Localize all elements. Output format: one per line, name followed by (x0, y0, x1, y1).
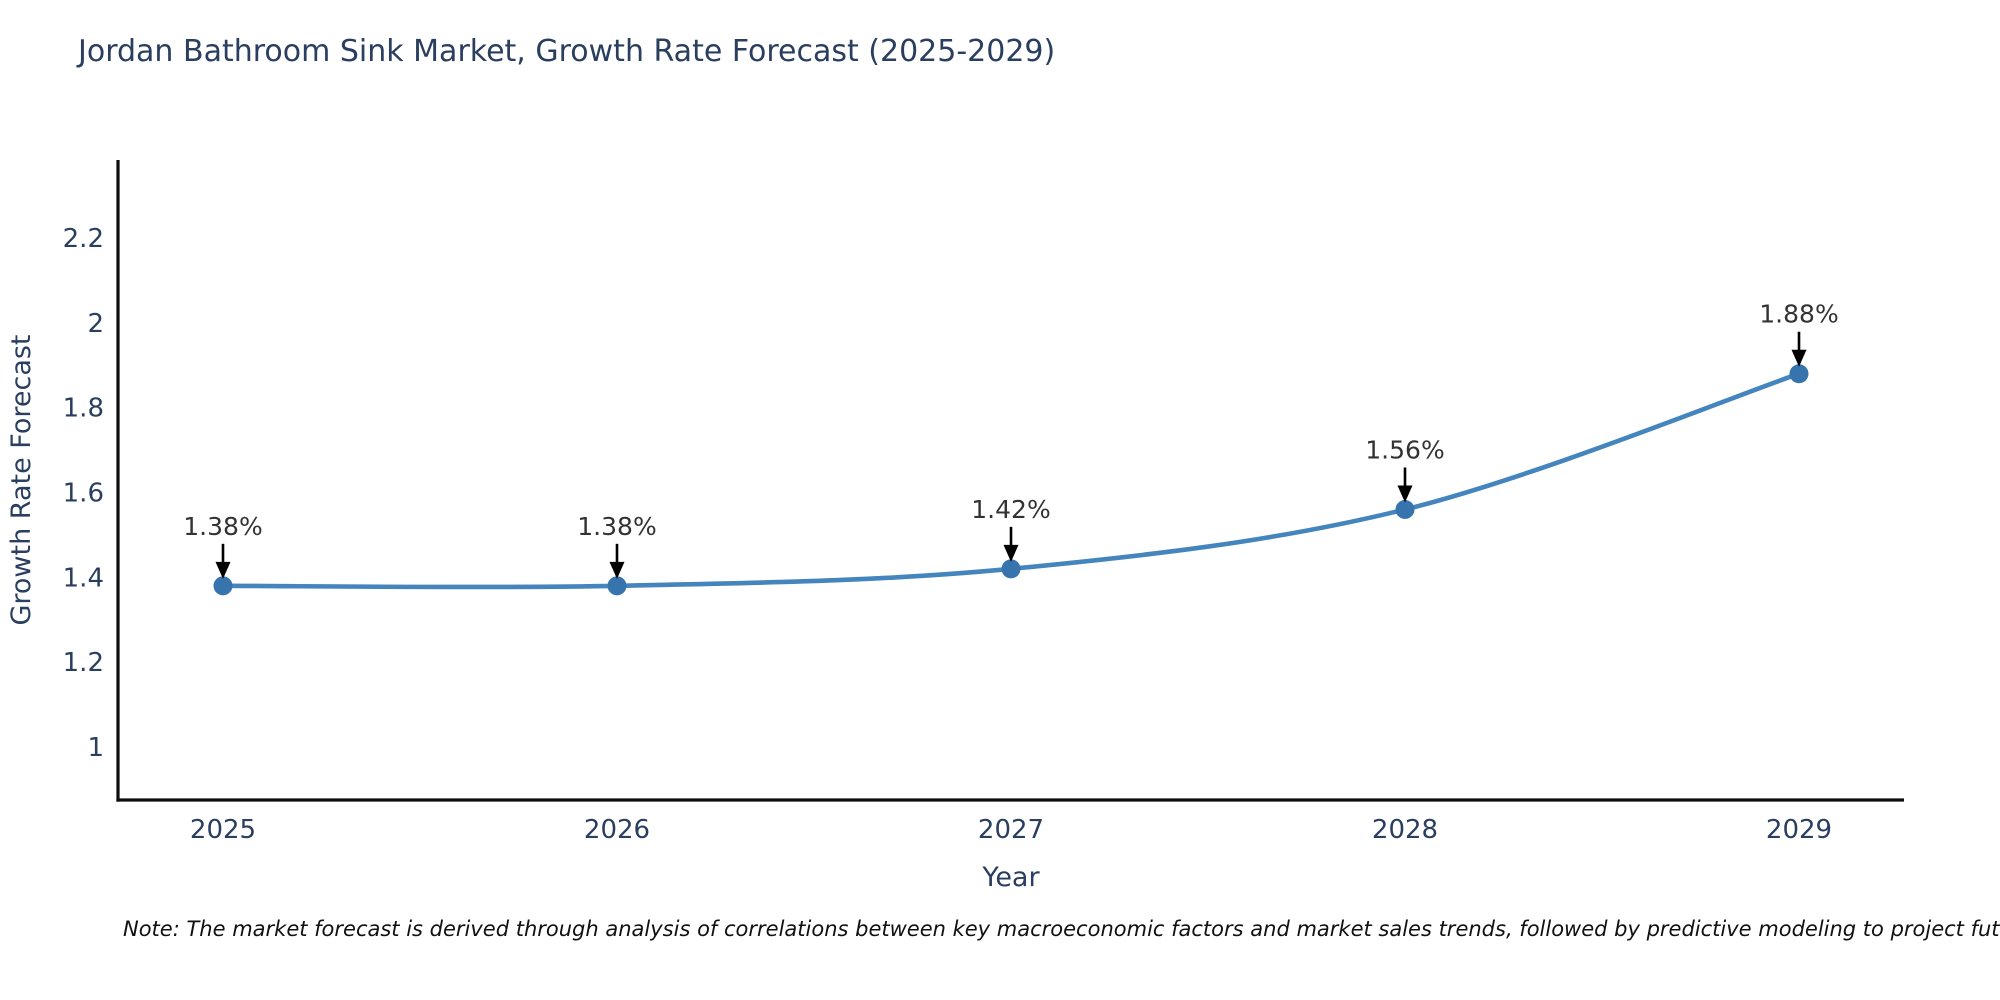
point-annotation: 1.42% (971, 495, 1050, 524)
annotation-arrowhead (215, 561, 231, 579)
y-tick-label: 1.6 (63, 478, 104, 508)
point-annotation: 1.38% (183, 512, 262, 541)
data-point-marker (1395, 499, 1415, 519)
y-tick-label: 1.4 (63, 563, 104, 593)
annotation-arrowhead (1003, 544, 1019, 562)
chart-title: Jordan Bathroom Sink Market, Growth Rate… (78, 34, 1056, 69)
annotation-arrowhead (609, 561, 625, 579)
data-point-marker (1001, 559, 1021, 579)
data-point-marker (607, 576, 627, 596)
y-tick-label: 1.2 (63, 648, 104, 678)
x-tick-label: 2029 (1766, 815, 1832, 845)
x-axis-title: Year (981, 862, 1040, 893)
x-tick-label: 2025 (190, 815, 256, 845)
line-chart: 1 1.2 1.4 1.6 1.8 2 2.2 2025 2026 2027 2028 2029 Yea… (6, 160, 1904, 893)
y-tick-label: 1 (87, 733, 104, 763)
annotation-arrowhead (1397, 485, 1413, 503)
y-tick-label: 2 (87, 309, 104, 339)
x-tick-label: 2028 (1372, 815, 1438, 845)
y-tick-label: 2.2 (63, 224, 104, 254)
x-tick-label: 2027 (978, 815, 1044, 845)
footnote: Note: The market forecast is derived thr… (123, 917, 2000, 941)
data-point-marker (213, 576, 233, 596)
data-point-marker (1789, 364, 1809, 384)
point-annotation: 1.56% (1365, 435, 1444, 464)
y-tick-label: 1.8 (63, 394, 104, 424)
annotation-arrowhead (1791, 349, 1807, 367)
y-axis-title: Growth Rate Forecast (6, 334, 37, 625)
x-tick-label: 2026 (584, 815, 650, 845)
point-annotation: 1.88% (1759, 300, 1838, 329)
point-annotation: 1.38% (577, 512, 656, 541)
